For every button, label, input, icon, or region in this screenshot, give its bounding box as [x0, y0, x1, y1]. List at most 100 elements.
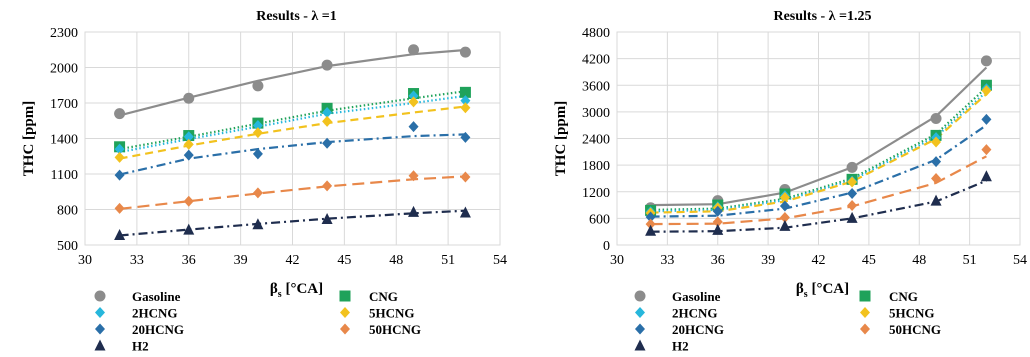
right-point-h2: [846, 211, 858, 223]
left-point-5hcng: [252, 127, 263, 139]
chart-lambda-1-25: 30 33 36 39 42 45 48 51 54 0 600 1200 1800 2400 3000 36…: [515, 0, 1030, 357]
left-point-50hcng: [252, 187, 263, 199]
right-point-h2: [930, 194, 942, 206]
left-legend-marker-5hcng: [340, 307, 350, 318]
right-y-tick-label: 1200: [582, 186, 610, 201]
right-chart-title: Results - λ =1.25: [773, 9, 871, 24]
left-y-tick-label: 1700: [50, 97, 78, 112]
right-y-tick-label: 3600: [582, 79, 610, 94]
right-point-gasoline: [980, 55, 992, 67]
right-y-tick-label: 1800: [582, 159, 610, 174]
right-y-axis-label: THC [ppm]: [553, 101, 569, 176]
left-y-tick-label: 800: [57, 204, 78, 219]
left-point-gasoline: [183, 92, 195, 104]
left-legend-marker-20hcng: [95, 323, 105, 335]
left-point-50hcng: [183, 195, 194, 207]
left-point-2hcng: [460, 95, 471, 107]
right-point-50hcng: [645, 218, 656, 230]
right-legend-label-gasoline: Gasoline: [672, 289, 721, 304]
left-point-2hcng: [252, 119, 263, 131]
left-point-gasoline: [459, 46, 471, 58]
left-point-2hcng: [322, 106, 333, 118]
left-point-h2: [114, 228, 126, 240]
right-legend-marker-h2: [634, 339, 646, 351]
right-point-h2: [980, 170, 992, 182]
left-x-axis-label: βs [°CA]: [270, 281, 323, 300]
right-x-tick-label: 54: [1013, 253, 1027, 268]
right-legend-marker-2hcng: [635, 307, 645, 318]
left-point-20hcng: [114, 169, 125, 181]
right-series-20hcng: [645, 113, 992, 223]
right-x-tick-label: 51: [963, 253, 977, 268]
left-point-h2: [321, 212, 333, 224]
left-point-5hcng: [322, 115, 333, 127]
left-series-20hcng: [114, 121, 471, 181]
left-y-tick-label: 1100: [51, 168, 78, 183]
left-series-5hcng: [114, 96, 471, 163]
left-y-tick-label: 2300: [50, 26, 78, 41]
left-point-20hcng: [252, 148, 263, 160]
right-point-5hcng: [931, 136, 942, 148]
left-point-h2: [183, 223, 195, 235]
right-x-tick-label: 45: [862, 253, 876, 268]
left-point-50hcng: [460, 171, 471, 183]
left-point-h2: [408, 205, 420, 217]
left-legend-label-5hcng: 5HCNG: [369, 306, 415, 321]
left-point-h2: [252, 218, 264, 230]
right-point-h2: [712, 223, 724, 235]
left-series-50hcng: [114, 170, 471, 214]
right-trendline-5hcng: [650, 93, 988, 214]
left-point-20hcng: [183, 149, 194, 161]
left-series-2hcng: [114, 90, 471, 155]
left-x-tick-label: 54: [493, 253, 507, 268]
right-x-axis-label: βs [°CA]: [796, 281, 849, 300]
right-legend-label-50hcng: 50HCNG: [889, 322, 941, 337]
left-chart-title: Results - λ =1: [256, 9, 337, 24]
right-y-tick-label: 4800: [582, 26, 610, 41]
chart-lambda-1: 30 33 36 39 42 45 48 51 54 500 800 1100 1400 1700 2000…: [21, 9, 507, 354]
right-legend-marker-cng: [859, 290, 871, 302]
left-series-gasoline: [114, 44, 471, 120]
left-y-tick-label: 1400: [50, 133, 78, 148]
left-y-axis-label: THC [ppm]: [21, 101, 37, 176]
right-trendline-50hcng: [650, 155, 987, 226]
right-point-5hcng: [847, 176, 858, 188]
left-legend-label-cng: CNG: [369, 289, 398, 304]
left-point-50hcng: [408, 170, 419, 182]
left-trendline-50hcng: [119, 175, 466, 210]
right-point-20hcng: [847, 188, 858, 200]
left-point-cng: [459, 86, 471, 98]
right-y-tick-label: 4200: [582, 53, 610, 68]
right-legend-marker-20hcng: [635, 323, 645, 335]
left-point-5hcng: [408, 96, 419, 108]
left-legend-label-50hcng: 50HCNG: [369, 322, 421, 337]
right-x-tick-label: 42: [812, 253, 826, 268]
right-legend-marker-gasoline: [634, 290, 646, 302]
left-point-h2: [459, 206, 471, 218]
left-point-5hcng: [114, 151, 125, 163]
left-legend-label-h2: H2: [132, 339, 149, 354]
left-legend-marker-h2: [94, 339, 106, 351]
left-legend-marker-2hcng: [95, 307, 105, 318]
right-point-20hcng: [779, 200, 790, 212]
left-point-5hcng: [460, 102, 471, 114]
left-point-gasoline: [321, 59, 333, 71]
right-y-tick-label: 2400: [582, 133, 610, 148]
right-y-tick-label: 600: [589, 212, 610, 227]
left-point-gasoline: [114, 108, 126, 120]
right-y-tick-label: 3000: [582, 106, 610, 121]
right-legend-label-h2: H2: [672, 339, 689, 354]
right-point-5hcng: [981, 85, 992, 97]
left-x-tick-label: 36: [182, 253, 196, 268]
left-series-h2: [114, 205, 471, 240]
right-legend-label-2hcng: 2HCNG: [672, 306, 718, 321]
right-y-tick-label: 0: [603, 239, 610, 254]
right-x-tick-label: 48: [912, 253, 926, 268]
right-legend-marker-50hcng: [860, 323, 870, 335]
right-x-tick-label: 36: [711, 253, 725, 268]
left-x-tick-label: 30: [78, 253, 92, 268]
left-point-gasoline: [252, 80, 264, 92]
left-trendline-20hcng: [119, 133, 466, 176]
left-x-tick-label: 51: [441, 253, 455, 268]
right-x-tick-label: 30: [610, 253, 624, 268]
